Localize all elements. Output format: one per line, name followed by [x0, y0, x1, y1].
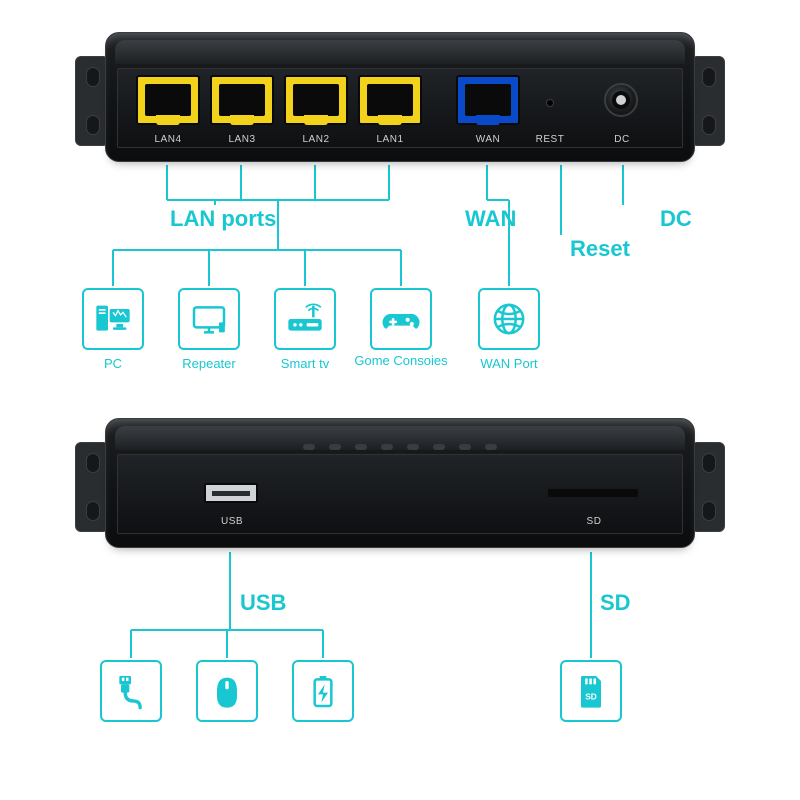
wan-label: WAN — [456, 134, 520, 145]
lan4-port — [136, 75, 200, 125]
globe-icon — [489, 299, 529, 339]
sd-section-title: SD — [600, 590, 631, 616]
console-tile-label: Gome Consoies — [351, 354, 451, 368]
dc-label: DC — [590, 134, 654, 145]
dc-section-title: DC — [660, 206, 692, 232]
pc-icon — [93, 299, 133, 339]
usbcable-tile — [100, 660, 162, 722]
router-back: USB SD — [105, 418, 695, 548]
router-front: LAN4 LAN3 LAN2 LAN1 WAN — [105, 32, 695, 162]
lan2-label: LAN2 — [284, 134, 348, 145]
wan-port — [456, 75, 520, 125]
lan1-label: LAN1 — [358, 134, 422, 145]
lan1-port — [358, 75, 422, 125]
reset-section-title: Reset — [570, 236, 630, 262]
sd-port-label: SD — [562, 516, 626, 527]
repeater-tile-label: Repeater — [159, 356, 259, 371]
repeater-tile — [178, 288, 240, 350]
wan-section-title: WAN — [465, 206, 516, 232]
mount-ear — [691, 442, 725, 532]
pc-tile — [82, 288, 144, 350]
gamepad-icon — [381, 299, 421, 339]
status-leds — [303, 444, 497, 450]
dc-jack — [604, 83, 638, 117]
sd-icon: SD — [571, 671, 611, 711]
router-top — [115, 40, 685, 64]
lan3-port — [210, 75, 274, 125]
battery-icon — [303, 671, 343, 711]
mouse-tile — [196, 660, 258, 722]
infographic-stage: LAN4 LAN3 LAN2 LAN1 WAN — [0, 0, 800, 800]
wanport-tile — [478, 288, 540, 350]
smarttv-tile — [274, 288, 336, 350]
lan-section-title: LAN ports — [170, 206, 276, 232]
router-back-panel: USB SD — [117, 454, 683, 534]
usb-section-title: USB — [240, 590, 286, 616]
smarttv-tile-label: Smart tv — [255, 356, 355, 371]
mount-ear — [75, 442, 109, 532]
mount-ear — [691, 56, 725, 146]
wanport-tile-label: WAN Port — [459, 356, 559, 371]
usb-port — [204, 483, 258, 503]
monitor-icon — [189, 299, 229, 339]
mouse-icon — [207, 671, 247, 711]
svg-text:SD: SD — [585, 691, 597, 701]
router-front-panel: LAN4 LAN3 LAN2 LAN1 WAN — [117, 68, 683, 148]
router-top — [115, 426, 685, 450]
mount-ear — [75, 56, 109, 146]
lan2-port — [284, 75, 348, 125]
console-tile — [370, 288, 432, 350]
lan3-label: LAN3 — [210, 134, 274, 145]
lan4-label: LAN4 — [136, 134, 200, 145]
usb-icon — [111, 671, 151, 711]
pc-tile-label: PC — [63, 356, 163, 371]
tv-icon — [285, 299, 325, 339]
battery-tile — [292, 660, 354, 722]
sdcard-tile: SD — [560, 660, 622, 722]
usb-port-label: USB — [200, 516, 264, 527]
reset-hole — [546, 99, 554, 107]
rest-label: REST — [522, 134, 578, 145]
sd-slot — [548, 489, 638, 497]
